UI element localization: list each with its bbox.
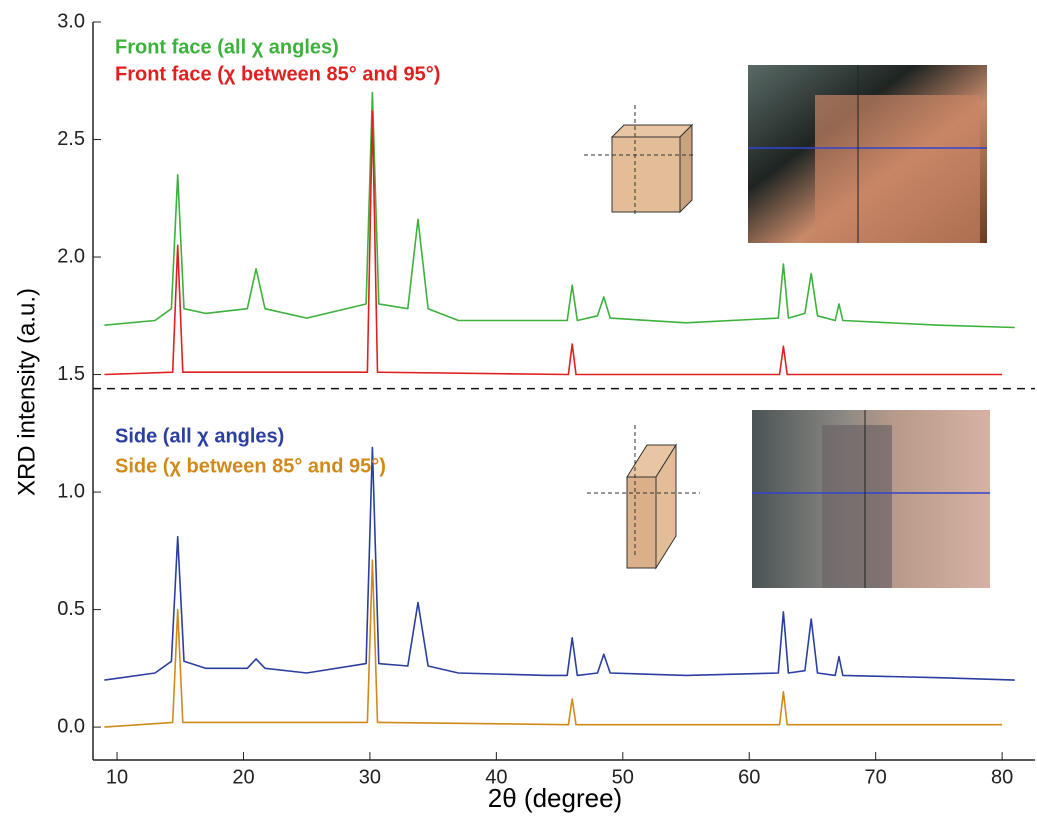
y-tick-label: 1.5 [57,363,85,385]
x-tick-label: 40 [485,766,507,788]
x-tick-label: 30 [359,766,381,788]
photo-front [748,65,987,243]
photo-side [752,410,990,588]
y-axis-label: XRD intensity (a.u.) [13,288,40,496]
chart: 2θ (degree) XRD intensity (a.u.) 0.0 0.5 1… [0,0,1037,824]
legend-label: Front face (χ between 85° and 95°) [115,63,440,85]
y-tick-label: 2.0 [57,245,85,267]
y-tick-label: 1.0 [57,480,85,502]
legend-label: Front face (all χ angles) [115,36,339,58]
x-tick-label: 70 [865,766,887,788]
x-tick-label: 80 [991,766,1013,788]
y-tick-label: 3.0 [57,10,85,32]
y-tick-label: 2.5 [57,128,85,150]
x-tick-label: 60 [738,766,760,788]
legend-label: Side (all χ angles) [115,425,284,447]
y-tick-label: 0.0 [57,715,85,737]
x-tick-label: 50 [612,766,634,788]
legend-label: Side (χ between 85° and 95°) [115,455,386,477]
box-side [587,425,700,568]
x-tick-label: 20 [232,766,254,788]
x-tick-label: 10 [106,766,128,788]
box-front [584,105,696,215]
x-axis-label: 2θ (degree) [488,783,622,813]
y-tick-label: 0.5 [57,598,85,620]
